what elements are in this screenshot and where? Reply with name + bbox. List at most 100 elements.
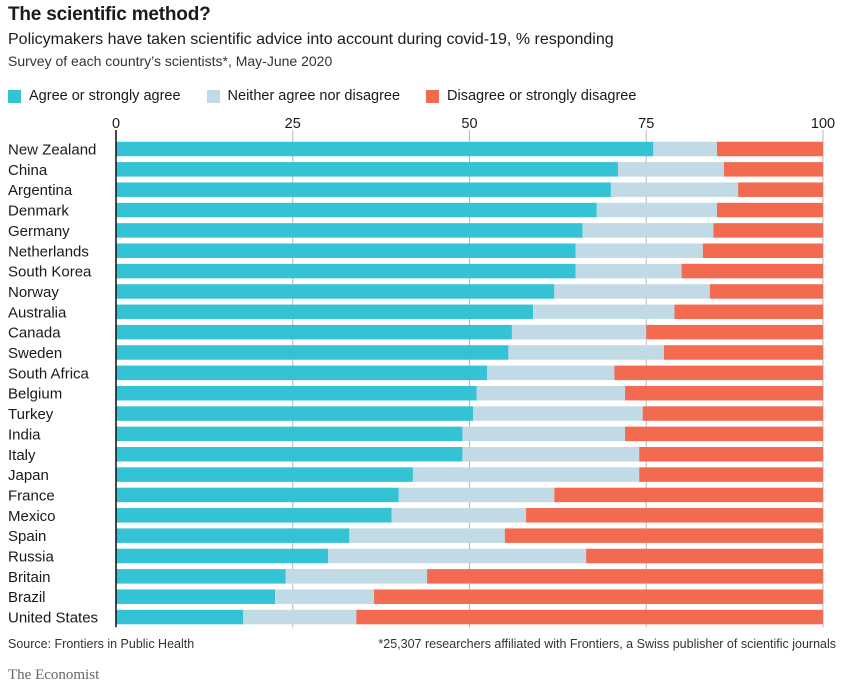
category-label: Australia (8, 304, 67, 321)
bar-segment-neither (487, 365, 615, 381)
bar-segment-agree (116, 182, 611, 197)
bar-segment-disagree (639, 467, 823, 482)
bar-segment-disagree (702, 243, 823, 258)
bar-segment-neither (328, 548, 587, 564)
bar-segment-disagree (724, 162, 823, 177)
bar-segment-disagree (738, 182, 823, 197)
legend-label-agree: Agree or strongly agree (29, 88, 181, 104)
bar-segment-agree (116, 406, 474, 421)
bar-segment-agree (116, 426, 463, 442)
legend-label-neither: Neither agree nor disagree (227, 88, 401, 104)
category-label: Japan (8, 467, 49, 484)
bar-segment-neither (511, 324, 647, 340)
bar-segment-agree (116, 345, 509, 360)
category-label: Turkey (8, 406, 54, 423)
legend: Agree or strongly agree Neither agree no… (8, 88, 662, 104)
bar-segment-disagree (646, 324, 823, 340)
bar-segment-disagree (681, 263, 823, 279)
bar-segment-agree (116, 365, 488, 381)
x-tick-label-75: 75 (638, 116, 654, 132)
x-tick-label-0: 0 (112, 116, 120, 132)
x-tick-label-25: 25 (285, 116, 301, 132)
bar-segment-neither (462, 447, 640, 462)
category-label: Spain (8, 528, 46, 545)
category-label: United States (8, 610, 98, 627)
bar-segment-disagree (554, 487, 823, 503)
bar-segment-disagree (526, 508, 823, 523)
category-label: Germany (8, 223, 70, 240)
bar-segment-neither (349, 528, 505, 543)
bar-segment-agree (116, 202, 597, 218)
category-label: Argentina (8, 182, 73, 199)
bar-segment-agree (116, 528, 350, 543)
bar-segment-disagree (427, 569, 823, 584)
category-label: Brazil (8, 589, 46, 606)
category-label: France (8, 487, 55, 504)
category-label: Sweden (8, 345, 62, 362)
bar-segment-disagree (625, 426, 823, 442)
legend-swatch-agree (8, 89, 21, 103)
bar-segment-agree (116, 467, 413, 482)
x-tick-label-50: 50 (461, 116, 477, 132)
category-label: Italy (8, 447, 36, 464)
footnote: *25,307 researchers affiliated with Fron… (378, 637, 836, 651)
stacked-bar-chart: 0 25 50 75 100 New Zealand China Argentina Denma… (8, 116, 835, 628)
legend-swatch-disagree (426, 89, 440, 103)
legend-item-disagree: Disagree or strongly disagree (426, 88, 636, 104)
bar-segment-disagree (614, 365, 823, 381)
bar-segment-agree (116, 284, 555, 299)
category-label: Mexico (8, 508, 56, 525)
category-label: Russia (8, 549, 55, 566)
bar-segment-disagree (716, 141, 823, 157)
bar-segment-agree (116, 324, 512, 340)
bar-segment-agree (116, 569, 286, 584)
bar-segment-disagree (356, 609, 823, 625)
category-label: New Zealand (8, 142, 96, 159)
bar-segment-disagree (674, 304, 823, 320)
bar-segment-neither (398, 487, 555, 503)
x-tick-label-100: 100 (811, 116, 835, 132)
bar-segment-neither (554, 284, 710, 299)
bar-segment-agree (116, 548, 329, 564)
bar-segment-agree (116, 385, 477, 401)
chart-subtitle: Policymakers have taken scientific advic… (8, 31, 614, 48)
bar-segment-neither (243, 609, 357, 625)
bar-segment-neither (412, 467, 640, 482)
bar-segment-neither (575, 263, 682, 279)
category-label: Netherlands (8, 243, 89, 260)
category-label: Britain (8, 569, 51, 586)
bar-segment-agree (116, 263, 576, 279)
category-label: Norway (8, 284, 59, 301)
bar-segment-disagree (374, 589, 823, 604)
bar-segment-disagree (709, 284, 823, 299)
category-label: Belgium (8, 386, 62, 403)
chart-note: Survey of each country’s scientists*, Ma… (8, 53, 333, 69)
bar-segment-neither (653, 141, 717, 157)
bar-segment-agree (116, 508, 392, 523)
legend-item-neither: Neither agree nor disagree (206, 88, 401, 104)
bar-segment-agree (116, 589, 276, 604)
legend-item-agree: Agree or strongly agree (8, 88, 181, 104)
bar-segment-neither (596, 202, 717, 218)
bar-segment-disagree (642, 406, 823, 421)
legend-label-disagree: Disagree or strongly disagree (447, 88, 637, 104)
bar-segment-neither (473, 406, 643, 421)
bar-segment-neither (275, 589, 375, 604)
bar-segment-disagree (639, 447, 823, 462)
bar-segment-neither (391, 508, 527, 523)
category-label: China (8, 162, 48, 179)
category-label: South Korea (8, 264, 92, 281)
bar-segment-disagree (625, 385, 823, 401)
bar-segment-agree (116, 223, 583, 238)
bar-segment-neither (575, 243, 703, 258)
bar-segment-neither (582, 223, 714, 238)
bar-segment-agree (116, 447, 463, 462)
bar-segment-agree (116, 304, 534, 320)
bar-segment-neither (533, 304, 675, 320)
bar-segment-disagree (504, 528, 823, 543)
bar-segment-neither (508, 345, 664, 360)
source-note: Source: Frontiers in Public Health (8, 637, 195, 651)
category-label: South Africa (8, 365, 90, 382)
legend-swatch-neither (206, 89, 220, 103)
bar-segment-neither (285, 569, 428, 584)
